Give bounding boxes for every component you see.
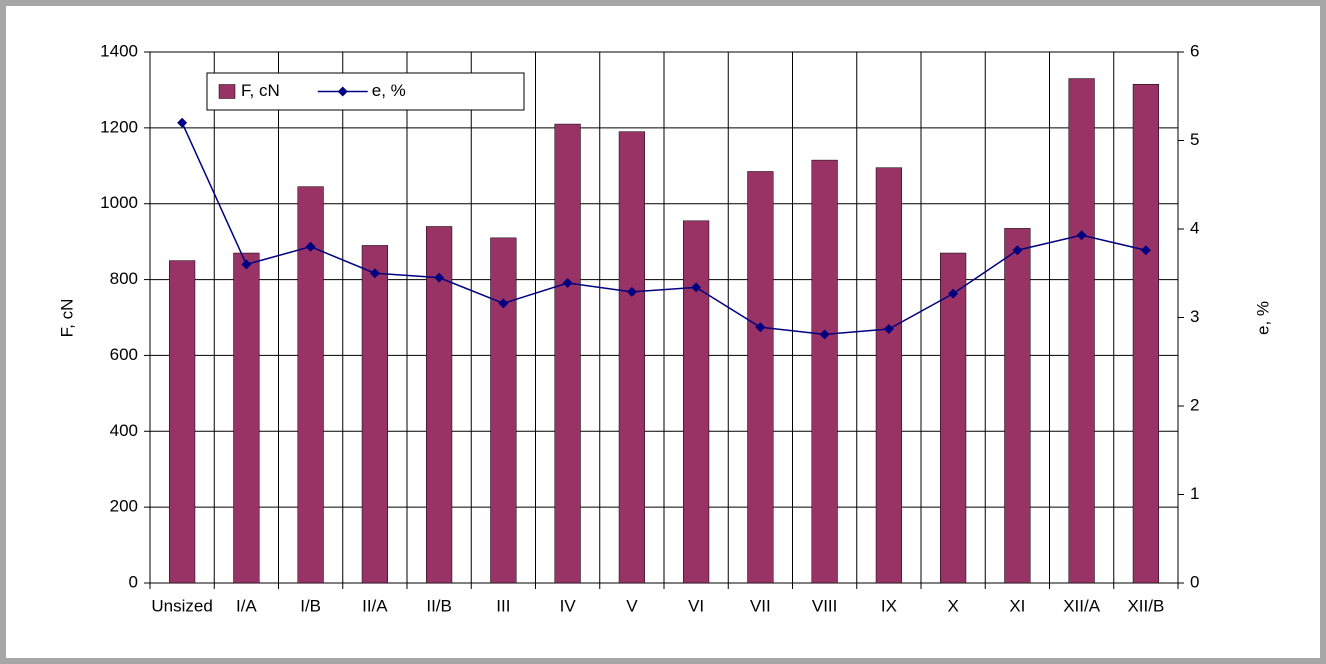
line-marker	[883, 324, 894, 335]
x-tick-label: XI	[1009, 596, 1025, 615]
x-tick-label: I/A	[236, 596, 257, 615]
x-tick-label: Unsized	[151, 596, 212, 615]
y-tick-label: 400	[110, 421, 138, 440]
line-marker	[1140, 245, 1151, 256]
x-tick-label: VIII	[812, 596, 838, 615]
bar	[618, 131, 645, 584]
x-tick-label: XII/B	[1127, 596, 1164, 615]
y2-tick-label: 1	[1190, 484, 1199, 503]
y-tick-label: 1400	[100, 41, 138, 60]
line-marker	[498, 298, 509, 309]
line-marker	[369, 268, 380, 279]
x-tick-label: II/B	[426, 596, 452, 615]
bar	[811, 159, 838, 584]
x-tick-label: VII	[750, 596, 771, 615]
x-tick-label: X	[947, 596, 958, 615]
y2-tick-label: 6	[1190, 41, 1199, 60]
bar	[490, 237, 517, 584]
bar	[940, 252, 967, 584]
line-marker	[819, 329, 830, 340]
bar	[1132, 83, 1159, 584]
legend-marker	[337, 86, 348, 97]
bar	[233, 252, 260, 584]
x-tick-label: III	[496, 596, 510, 615]
y-tick-label: 600	[110, 345, 138, 364]
x-tick-label: II/A	[362, 596, 388, 615]
x-tick-label: VI	[688, 596, 704, 615]
line-marker	[1012, 245, 1023, 256]
y-tick-label: 200	[110, 497, 138, 516]
y-tick-label: 1200	[100, 117, 138, 136]
x-tick-label: IX	[881, 596, 897, 615]
y2-axis-title: e, %	[1253, 301, 1272, 335]
y-tick-label: 0	[129, 572, 138, 591]
x-tick-label: XII/A	[1063, 596, 1101, 615]
line-marker	[691, 282, 702, 293]
line-marker	[755, 322, 766, 333]
y2-tick-label: 4	[1190, 218, 1199, 237]
line-marker	[1076, 230, 1087, 241]
y2-tick-label: 5	[1190, 130, 1199, 149]
x-tick-label: IV	[560, 596, 577, 615]
y-tick-label: 800	[110, 269, 138, 288]
bar	[361, 245, 388, 584]
line-marker	[305, 241, 316, 252]
y-axis-title: F, cN	[57, 299, 76, 338]
bar	[683, 220, 710, 584]
bar	[875, 167, 902, 584]
bar	[554, 123, 581, 584]
legend-label: F, cN	[241, 81, 280, 100]
bar	[1004, 228, 1031, 584]
bar	[747, 171, 774, 584]
x-tick-label: V	[626, 596, 638, 615]
bar	[1068, 78, 1095, 584]
line-marker	[241, 259, 252, 270]
line-marker	[948, 288, 959, 299]
line-marker	[626, 286, 637, 297]
y2-tick-label: 2	[1190, 395, 1199, 414]
line-marker	[562, 277, 573, 288]
legend-label: e, %	[372, 81, 406, 100]
line-marker	[434, 272, 445, 283]
bar	[297, 186, 324, 584]
legend-swatch	[218, 84, 236, 99]
bar	[169, 260, 196, 584]
y-tick-label: 1000	[100, 193, 138, 212]
line-marker	[177, 117, 188, 128]
y2-tick-label: 0	[1190, 572, 1199, 591]
bar	[426, 226, 453, 584]
y2-tick-label: 3	[1190, 307, 1199, 326]
x-tick-label: I/B	[300, 596, 321, 615]
line	[181, 122, 1147, 336]
